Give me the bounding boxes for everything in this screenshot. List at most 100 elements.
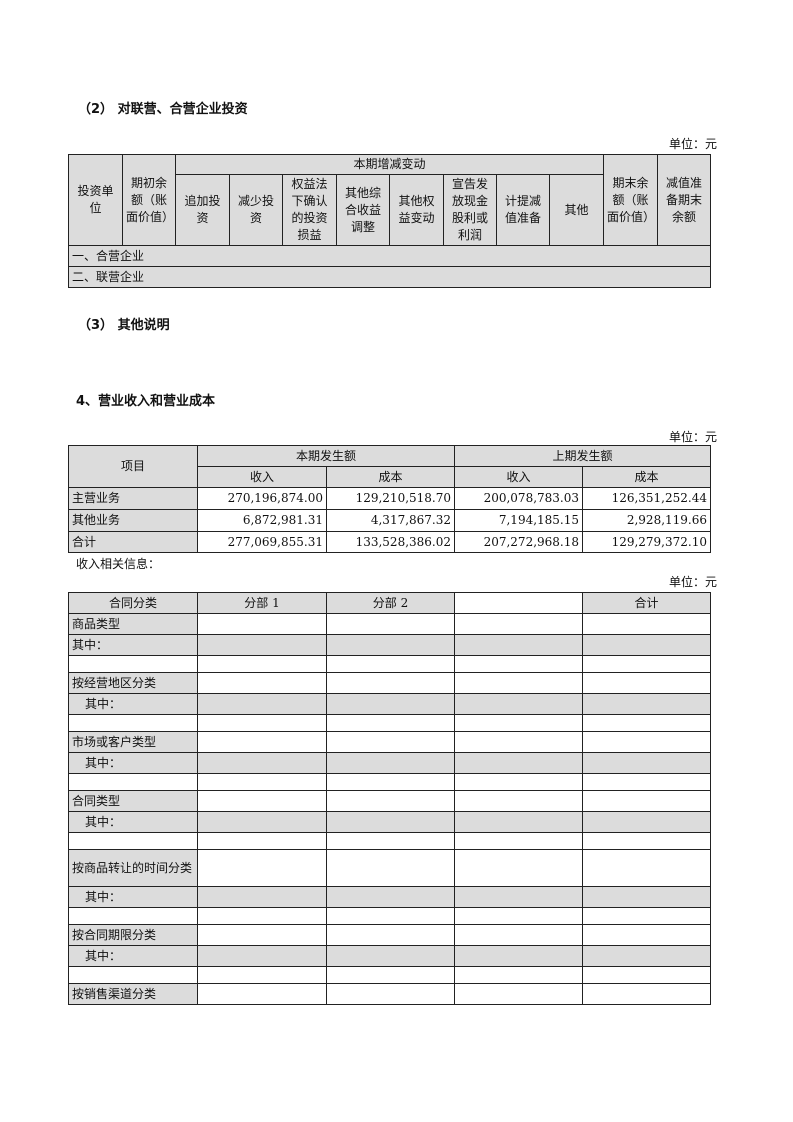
cell	[582, 886, 711, 908]
contract-table: 合同分类 分部 1 分部 2 合计 商品类型 其中： 按经营地区分类 其中： 市场或客户…	[68, 592, 711, 1005]
cell	[454, 924, 583, 946]
table-row: 合计 277,069,855.31 133,528,386.02 207,272…	[68, 531, 711, 553]
header-cell	[454, 592, 583, 614]
cell	[582, 672, 711, 694]
table-row	[68, 907, 711, 925]
header-closing: 期末余额（账面价值）	[603, 154, 659, 246]
row-label: 其中：	[68, 693, 198, 715]
unit-label: 单位：元	[668, 575, 717, 589]
cell	[582, 945, 711, 967]
cell	[326, 924, 455, 946]
cell	[582, 832, 711, 850]
cell	[326, 672, 455, 694]
header-cell: 合计	[582, 592, 711, 614]
table-row: 商品类型	[68, 613, 711, 635]
table-row: 主营业务 270,196,874.00 129,210,518.70 200,0…	[68, 487, 711, 510]
unit-label: 单位：元	[668, 430, 717, 444]
row-label	[68, 832, 198, 850]
cell	[197, 886, 327, 908]
row-label: 按合同期限分类	[68, 924, 198, 946]
table-row: 其中：	[68, 634, 711, 656]
table-row: 一、合营企业	[68, 245, 711, 267]
cell	[582, 790, 711, 812]
cell	[197, 832, 327, 850]
cell	[326, 731, 455, 753]
header-investee: 投资单位	[68, 154, 123, 246]
table-row: 按商品转让的时间分类	[68, 849, 711, 887]
table-row: 按经营地区分类	[68, 672, 711, 694]
cell	[454, 714, 583, 732]
table-row: 其中：	[68, 752, 711, 774]
cell	[454, 945, 583, 967]
row-label	[68, 907, 198, 925]
cell	[326, 886, 455, 908]
cell	[197, 924, 327, 946]
cell	[454, 811, 583, 833]
cell	[582, 613, 711, 635]
cell	[454, 693, 583, 715]
header-revenue: 收入	[197, 466, 327, 488]
row-label	[68, 714, 198, 732]
cell	[582, 752, 711, 774]
section-heading: （2） 对联营、合营企业投资	[78, 102, 248, 117]
cell	[454, 907, 583, 925]
row-label	[68, 655, 198, 673]
header-sub: 追加投资	[175, 174, 230, 246]
cell	[326, 849, 455, 887]
table-row: 市场或客户类型	[68, 731, 711, 753]
cell: 200,078,783.03	[454, 487, 584, 510]
cell: 277,069,855.31	[197, 531, 327, 553]
cell	[454, 832, 583, 850]
table-row	[68, 832, 711, 850]
header-sub: 其他综合收益调整	[336, 174, 390, 246]
header-sub: 计提减值准备	[496, 174, 550, 246]
cell	[326, 655, 455, 673]
investment-table: 投资单位 期初余额（账面价值） 本期增减变动 期末余额（账面价值） 减值准备期末…	[68, 154, 711, 288]
cell	[197, 849, 327, 887]
cell	[326, 832, 455, 850]
row-label: 其中：	[68, 752, 198, 774]
cell: 6,872,981.31	[197, 509, 327, 532]
cell	[454, 849, 583, 887]
cell	[454, 752, 583, 774]
cell	[454, 634, 583, 656]
row-label	[68, 966, 198, 984]
header-cost: 成本	[582, 466, 711, 488]
row-label: 按销售渠道分类	[68, 983, 198, 1005]
cell	[197, 731, 327, 753]
section-heading: （3） 其他说明	[78, 318, 170, 333]
header-sub: 宣告发放现金股利或利润	[443, 174, 497, 246]
revenue-table: 项目 本期发生额 上期发生额 收入 成本 收入 成本 主营业务 270,196,…	[68, 445, 711, 553]
cell: 129,279,372.10	[582, 531, 711, 553]
cell	[582, 693, 711, 715]
header-sub: 其他权益变动	[389, 174, 444, 246]
cell	[326, 790, 455, 812]
header-impairment: 减值准备期末余额	[657, 154, 711, 246]
row-label: 合同类型	[68, 790, 198, 812]
cell	[197, 983, 327, 1005]
cell: 4,317,867.32	[325, 509, 456, 532]
cell	[197, 790, 327, 812]
cell	[454, 613, 583, 635]
row-label: 其他业务	[68, 509, 198, 532]
table-row	[68, 773, 711, 791]
table-row: 二、联营企业	[68, 266, 711, 288]
cell	[582, 811, 711, 833]
header-cost: 成本	[325, 466, 456, 488]
header-cell: 分部 2	[326, 592, 455, 614]
cell: 7,194,185.15	[454, 509, 584, 532]
row-label: 其中：	[68, 945, 198, 967]
row-label: 其中：	[68, 811, 198, 833]
cell	[197, 966, 327, 984]
cell	[582, 907, 711, 925]
cell	[197, 672, 327, 694]
cell	[454, 672, 583, 694]
cell: 129,210,518.70	[325, 487, 456, 510]
row-label: 按商品转让的时间分类	[68, 849, 198, 887]
cell	[454, 790, 583, 812]
cell	[197, 945, 327, 967]
cell: 133,528,386.02	[325, 531, 456, 553]
row-label: 其中：	[68, 886, 198, 908]
cell	[197, 773, 327, 791]
header-revenue: 收入	[454, 466, 584, 488]
